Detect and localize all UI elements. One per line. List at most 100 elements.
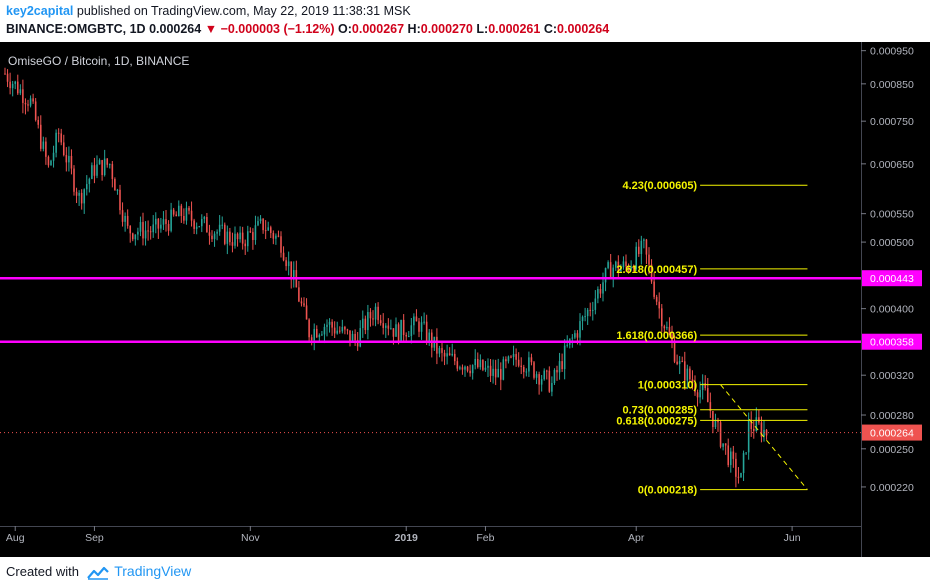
candle-body <box>658 301 661 309</box>
candle <box>574 330 576 340</box>
candle <box>354 329 356 346</box>
candle-body <box>157 218 160 229</box>
candle-body <box>310 337 313 341</box>
candle-body <box>124 215 126 222</box>
candle <box>706 377 709 403</box>
candle-body <box>206 217 208 233</box>
candle <box>308 318 310 341</box>
candle <box>456 357 459 372</box>
candle <box>275 233 277 245</box>
candle <box>443 349 446 366</box>
candle-body <box>594 298 597 310</box>
candle <box>11 80 14 97</box>
candle-body <box>308 319 310 338</box>
candle <box>272 230 275 245</box>
candlestick-chart[interactable]: 4.23(0.000605) 2.618(0.000457) 1.618(0.000… <box>0 42 930 557</box>
candle <box>203 215 206 224</box>
candle-body <box>88 178 91 185</box>
candle-body <box>691 379 694 384</box>
candle-body <box>19 89 22 94</box>
candle-body <box>377 306 379 321</box>
candle-body <box>131 233 134 240</box>
candle <box>9 72 11 95</box>
candle <box>663 324 666 334</box>
low-value: 0.000261 <box>488 22 541 36</box>
candle-body <box>765 429 768 436</box>
last-price-badge-bg <box>862 424 922 441</box>
candle-body <box>193 220 195 229</box>
candle-body <box>653 281 655 297</box>
candle <box>735 452 737 488</box>
candle <box>6 69 9 88</box>
candle <box>525 368 528 377</box>
candle <box>144 221 147 246</box>
candle-body <box>689 368 691 380</box>
candle <box>185 201 188 225</box>
overlays-layer: 4.23(0.000605) 2.618(0.000457) 1.618(0.000… <box>0 180 861 497</box>
fib-level-label: 0.618(0.000275) <box>616 415 697 427</box>
candle-body <box>655 296 658 302</box>
candle <box>328 318 331 333</box>
candle-body <box>73 168 75 192</box>
candle <box>269 225 272 239</box>
candle-body <box>599 289 602 294</box>
candle-body <box>60 133 63 143</box>
candle <box>673 335 676 364</box>
candle-body <box>740 473 742 478</box>
candle-body <box>428 332 431 342</box>
candle <box>492 359 494 384</box>
candle-body <box>70 155 73 169</box>
candle-body <box>103 158 106 176</box>
candle <box>303 297 305 307</box>
candle <box>321 331 323 336</box>
candle-body <box>681 361 684 363</box>
candle <box>551 376 553 397</box>
price-axis[interactable]: 0.000950 0.000850 0.000750 0.000650 0.000550… <box>861 46 922 494</box>
price-tick-label: 0.000250 <box>870 444 914 456</box>
fib-level-label: 1(0.000310) <box>638 380 698 392</box>
candle-body <box>441 348 443 353</box>
time-axis[interactable]: Aug Sep Nov 2019 Feb Apr Jun <box>6 526 801 544</box>
candle-body <box>451 353 454 356</box>
author-name[interactable]: key2capital <box>6 4 74 18</box>
candle <box>655 294 658 306</box>
chart-title: OmiseGO / Bitcoin, 1D, BINANCE <box>8 54 189 68</box>
candle-body <box>528 357 530 372</box>
time-tick-label: Nov <box>241 532 260 544</box>
candle-body <box>471 365 474 374</box>
candle-body <box>563 345 566 370</box>
candle-body <box>249 231 252 233</box>
candle-body <box>147 230 149 232</box>
candle <box>119 184 121 215</box>
candle-body <box>244 243 247 247</box>
created-with[interactable]: Created with TradingView <box>6 563 191 580</box>
candle-body <box>226 231 229 244</box>
candle-body <box>660 308 663 327</box>
candle-body <box>683 361 686 381</box>
candle <box>14 80 17 90</box>
candle-body <box>407 336 410 338</box>
candle-body <box>326 324 328 327</box>
candle <box>719 419 722 449</box>
candle-body <box>39 124 42 149</box>
resistance-price-badge-label: 0.000443 <box>870 273 914 285</box>
published-info: published on TradingView.com, May 22, 20… <box>76 4 411 18</box>
candle <box>466 365 469 373</box>
candle <box>643 238 645 249</box>
candle-body <box>507 356 510 362</box>
trendline <box>720 384 808 490</box>
candle-body <box>45 141 47 157</box>
candle <box>252 228 254 250</box>
candle <box>581 315 584 331</box>
candle <box>441 342 443 362</box>
candle <box>103 149 106 177</box>
candles-layer <box>4 67 768 488</box>
candle-body <box>545 370 548 372</box>
candle <box>464 365 466 377</box>
candle-body <box>484 367 487 370</box>
candle-body <box>50 160 52 166</box>
high-label: H: <box>407 22 421 36</box>
candle <box>198 225 201 228</box>
candle <box>522 364 525 379</box>
candle-body <box>459 367 461 369</box>
